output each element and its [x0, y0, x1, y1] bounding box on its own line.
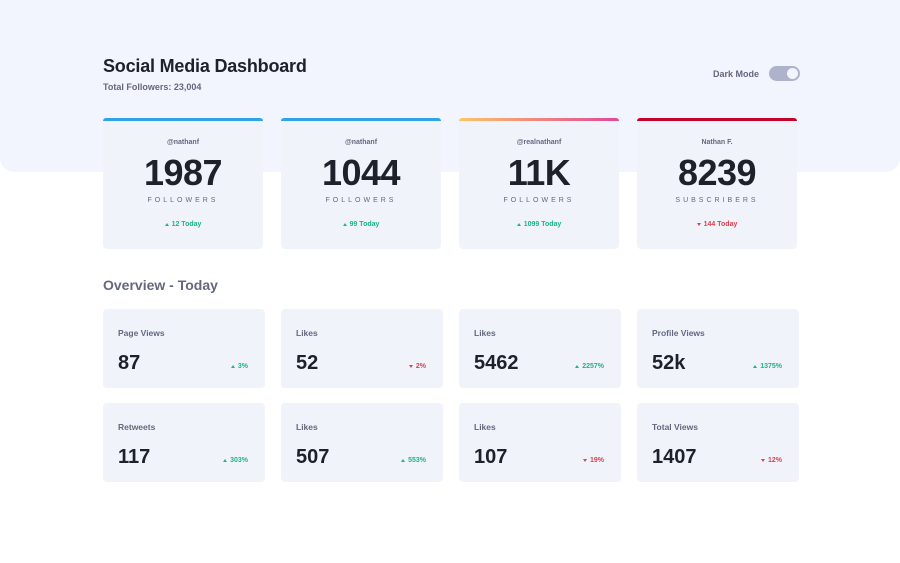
change-text: 12% — [767, 457, 782, 464]
overview-card-profile-views[interactable]: Profile Views 52k 1375% — [637, 309, 799, 388]
overview-title: Overview - Today — [103, 277, 218, 293]
delta-text: 12 Today — [171, 221, 202, 228]
arrow-up-icon — [753, 365, 758, 368]
follower-delta: 1099 Today — [516, 221, 562, 228]
dashboard-header: Social Media Dashboard Total Followers: … — [103, 56, 307, 92]
overview-change: 2% — [408, 363, 426, 370]
overview-value: 5462 — [474, 352, 519, 374]
follower-count: 11K — [507, 152, 571, 193]
follower-delta: 99 Today — [342, 221, 380, 228]
overview-card-likes[interactable]: Likes 107 19% — [459, 403, 621, 482]
overview-change: 1375% — [753, 363, 782, 370]
overview-label: Likes — [474, 328, 496, 338]
dark-mode-toggle[interactable] — [769, 66, 801, 81]
change-text: 2257% — [582, 363, 604, 370]
overview-card-likes[interactable]: Likes 5462 2257% — [459, 309, 621, 388]
overview-value: 117 — [118, 446, 151, 468]
follower-card-instagram[interactable]: @realnathanf 11K FOLLOWERS 1099 Today — [459, 118, 619, 249]
overview-label: Profile Views — [652, 328, 705, 338]
follower-delta: 144 Today — [696, 221, 738, 228]
card-accent-bar — [459, 118, 619, 121]
overview-change: 303% — [223, 457, 248, 464]
overview-label: Likes — [296, 422, 318, 432]
card-accent-bar — [637, 118, 797, 121]
arrow-down-icon — [582, 459, 587, 462]
follower-unit: FOLLOWERS — [325, 197, 397, 204]
card-handle: @nathanf — [166, 139, 200, 146]
change-text: 1375% — [760, 363, 782, 370]
arrow-up-icon — [401, 459, 406, 462]
overview-value: 507 — [296, 446, 330, 468]
arrow-down-icon — [760, 459, 765, 462]
card-handle: Nathan F. — [701, 139, 733, 146]
follower-unit: FOLLOWERS — [503, 197, 575, 204]
arrow-up-icon — [516, 223, 521, 226]
follower-card-youtube[interactable]: Nathan F. 8239 SUBSCRIBERS 144 Today — [637, 118, 797, 249]
follower-count: 1987 — [143, 152, 223, 193]
follower-delta: 12 Today — [164, 221, 202, 228]
dark-mode-label: Dark Mode — [713, 68, 760, 79]
overview-label: Likes — [474, 422, 496, 432]
change-text: 553% — [408, 457, 426, 464]
overview-value: 1407 — [652, 446, 697, 468]
overview-label: Page Views — [118, 328, 165, 338]
toggle-knob — [787, 68, 799, 79]
dark-mode-control: Dark Mode — [713, 66, 801, 81]
overview-change: 553% — [401, 457, 426, 464]
overview-value: 52k — [652, 352, 686, 374]
overview-change: 19% — [582, 457, 604, 464]
overview-value: 107 — [474, 446, 508, 468]
overview-card-page-views[interactable]: Page Views 87 3% — [103, 309, 265, 388]
delta-text: 99 Today — [349, 221, 380, 228]
card-handle: @nathanf — [344, 139, 378, 146]
follower-card-facebook[interactable]: @nathanf 1987 FOLLOWERS 12 Today — [103, 118, 263, 249]
arrow-up-icon — [230, 365, 235, 368]
overview-value: 87 — [118, 352, 141, 374]
overview-card-total-views[interactable]: Total Views 1407 12% — [637, 403, 799, 482]
follower-card-twitter[interactable]: @nathanf 1044 FOLLOWERS 99 Today — [281, 118, 441, 249]
arrow-up-icon — [223, 459, 228, 462]
arrow-down-icon — [408, 365, 413, 368]
overview-change: 2257% — [575, 363, 604, 370]
total-followers: Total Followers: 23,004 — [103, 82, 202, 92]
arrow-up-icon — [575, 365, 580, 368]
delta-text: 144 Today — [703, 221, 738, 228]
overview-change: 3% — [230, 363, 248, 370]
overview-card-retweets[interactable]: Retweets 117 303% — [103, 403, 265, 482]
arrow-up-icon — [342, 223, 347, 226]
change-text: 19% — [589, 457, 604, 464]
overview-label: Retweets — [118, 422, 156, 432]
follower-count: 1044 — [321, 152, 401, 193]
follower-unit: FOLLOWERS — [147, 197, 219, 204]
change-text: 3% — [237, 363, 248, 370]
card-accent-bar — [103, 118, 263, 121]
overview-change: 12% — [760, 457, 782, 464]
follower-count: 8239 — [677, 152, 757, 193]
card-accent-bar — [281, 118, 441, 121]
card-handle: @realnathanf — [516, 139, 562, 146]
arrow-up-icon — [164, 223, 169, 226]
change-text: 2% — [415, 363, 426, 370]
overview-label: Total Views — [652, 422, 698, 432]
overview-card-likes[interactable]: Likes 507 553% — [281, 403, 443, 482]
change-text: 303% — [230, 457, 248, 464]
delta-text: 1099 Today — [523, 221, 562, 228]
overview-card-likes[interactable]: Likes 52 2% — [281, 309, 443, 388]
overview-grid: Page Views 87 3% Likes 52 2% Likes 5462 … — [103, 309, 799, 482]
follower-cards: @nathanf 1987 FOLLOWERS 12 Today @nathan… — [103, 118, 797, 249]
page-title: Social Media Dashboard — [103, 56, 307, 76]
follower-unit: SUBSCRIBERS — [675, 197, 759, 204]
overview-label: Likes — [296, 328, 318, 338]
arrow-down-icon — [696, 223, 701, 226]
overview-value: 52 — [296, 352, 319, 374]
